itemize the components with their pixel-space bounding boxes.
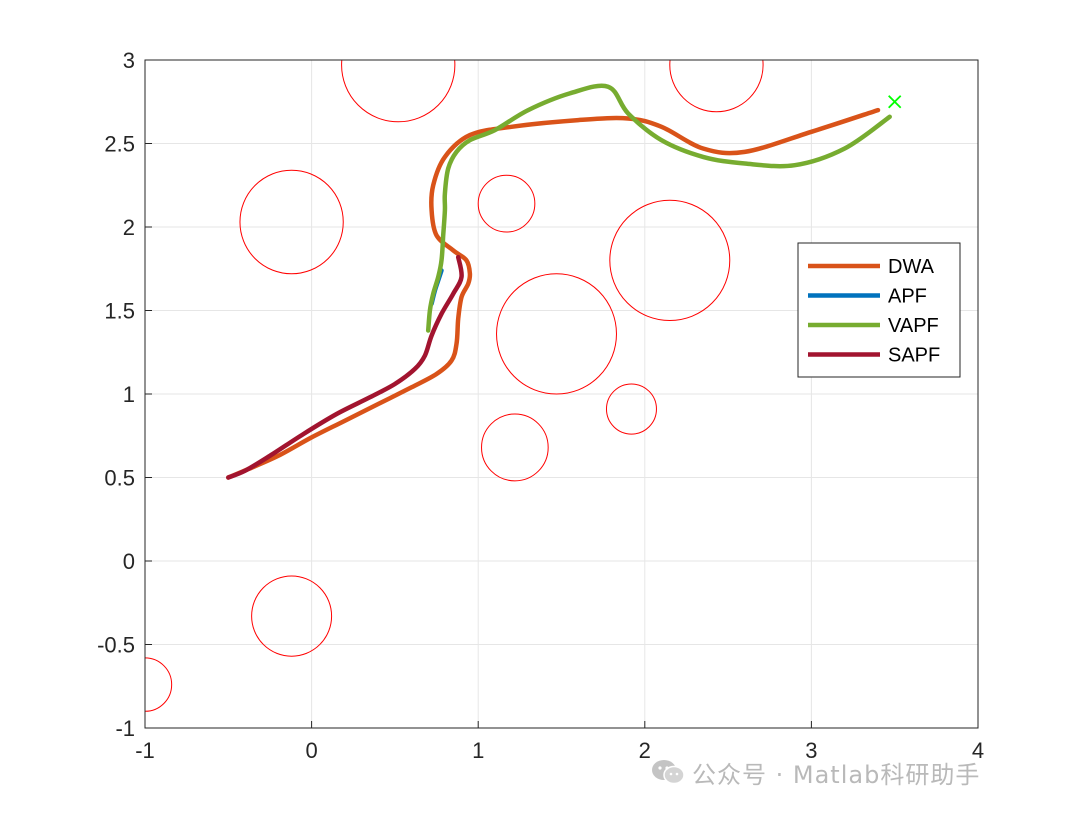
goal-marker-stroke-b	[888, 95, 902, 109]
obstacle-circle	[251, 575, 333, 657]
y-tick-label: 1	[123, 382, 135, 407]
watermark-text: 公众号 · Matlab科研助手	[692, 760, 981, 789]
obstacle-circle	[239, 169, 344, 275]
y-tick-label: -0.5	[97, 633, 135, 658]
x-tick-label: 0	[305, 738, 317, 763]
x-tick-label: 4	[972, 738, 984, 763]
goal-marker-group	[888, 95, 902, 109]
legend-label-dwa: DWA	[888, 256, 935, 278]
legend-label-sapf: SAPF	[888, 345, 940, 367]
y-tick-label: 0.5	[104, 466, 135, 491]
watermark: 公众号 · Matlab科研助手	[650, 752, 980, 792]
series-lines	[226, 83, 892, 480]
series-line-vapf	[425, 83, 892, 333]
legend-label-vapf: VAPF	[888, 315, 939, 337]
obstacle-circle	[481, 413, 549, 482]
series-line-dwa	[226, 107, 881, 480]
y-tick-label: -1	[115, 716, 135, 741]
x-tick-label: 1	[472, 738, 484, 763]
y-tick-label: 1.5	[104, 299, 135, 324]
series-line-sapf	[226, 254, 464, 480]
wechat-icon	[652, 760, 685, 785]
obstacle-circle	[669, 60, 764, 113]
obstacle-circle	[605, 383, 657, 435]
x-tick-label: -1	[135, 738, 155, 763]
y-tick-label: 0	[123, 549, 135, 574]
y-tick-label: 2	[123, 215, 135, 240]
obstacles	[145, 60, 764, 712]
x-tick-label: 3	[805, 738, 817, 763]
obstacle-circle	[341, 60, 456, 123]
x-tick-label: 2	[639, 738, 651, 763]
obstacle-circle	[609, 199, 731, 322]
ticks: -1 0 1 2 3 4 -1 -0.5 0 0.5 1 1.5 2 2.5 3	[97, 48, 984, 763]
y-tick-label: 2.5	[104, 132, 135, 157]
y-tick-label: 3	[123, 48, 135, 73]
obstacle-circle	[496, 273, 617, 395]
legend-label-apf: APF	[888, 286, 927, 308]
obstacle-circle	[477, 174, 536, 233]
legend[interactable]: DWA APF VAPF SAPF	[797, 242, 961, 378]
